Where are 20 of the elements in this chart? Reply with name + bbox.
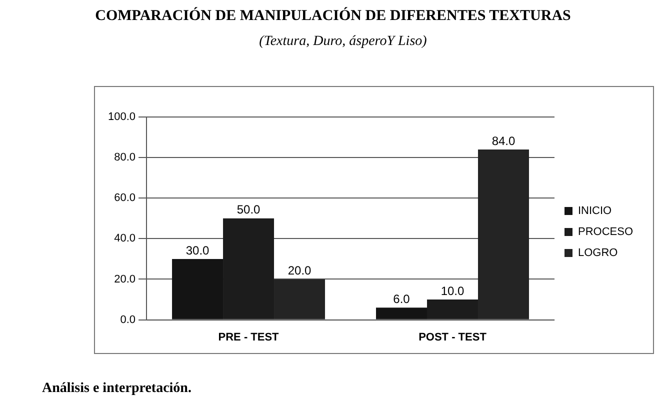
- y-tick-label: 100.0: [108, 111, 136, 124]
- chart-title: COMPARACIÓN DE MANIPULACIÓN DE DIFERENTES TEXTURAS: [94, 8, 572, 25]
- y-tick-label: 40.0: [114, 232, 136, 245]
- data-label: 50.0: [236, 202, 261, 217]
- data-label: 10.0: [440, 284, 464, 298]
- legend-label: PROCESO: [578, 226, 634, 238]
- legend-label: INICIO: [578, 205, 612, 218]
- x-tick-label: PRE - TEST: [218, 331, 280, 344]
- y-tick-label: 0.0: [120, 314, 136, 326]
- text: Análisis e interpretación.: [42, 381, 192, 397]
- y-tick-label: 20.0: [114, 273, 136, 286]
- data-label: 6.0: [393, 292, 410, 306]
- data-label: 84.0: [492, 134, 516, 148]
- data-label: 20.0: [288, 264, 312, 278]
- data-label: 30.0: [186, 243, 210, 258]
- y-tick-label: 60.0: [114, 192, 136, 204]
- y-tick-label: 80.0: [114, 152, 136, 164]
- chart-subtitle: (Textura, Duro, ásperoY Liso): [258, 34, 428, 50]
- legend-label: LOGRO: [578, 247, 618, 260]
- x-tick-label: POST - TEST: [418, 331, 487, 344]
